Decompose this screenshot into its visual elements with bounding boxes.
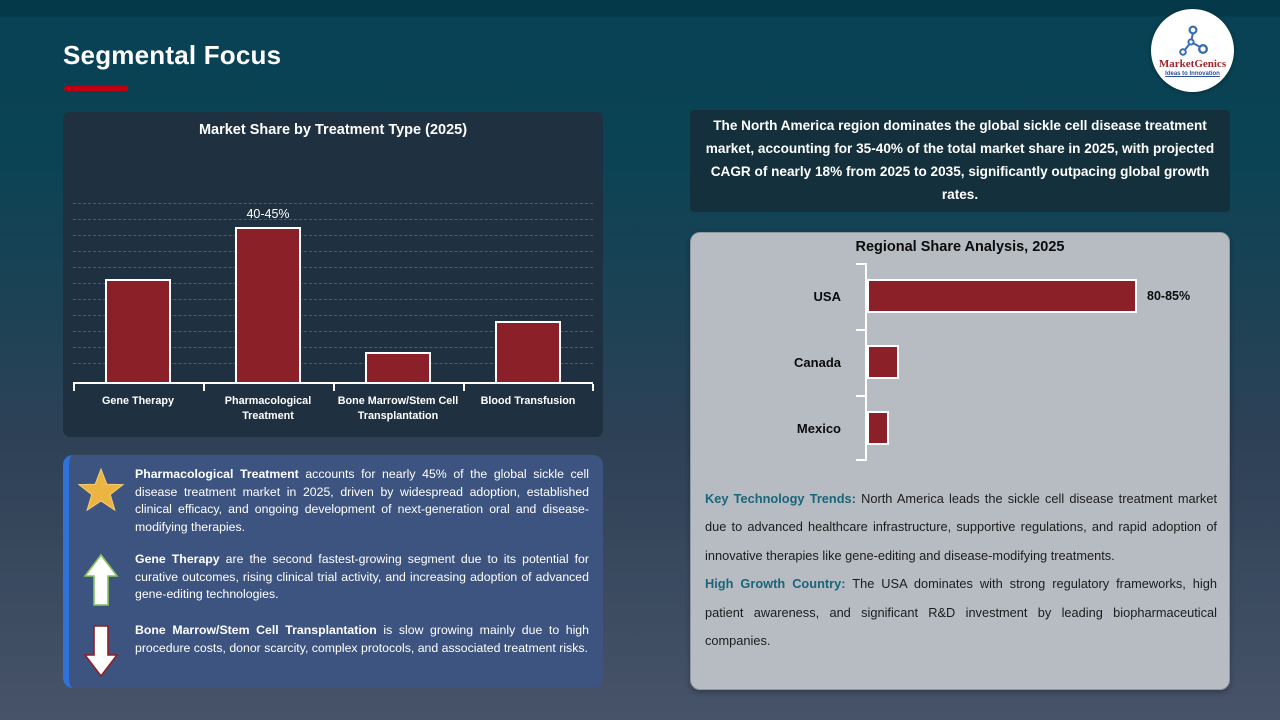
axis-tick xyxy=(856,395,865,397)
bar-slot-gene-therapy xyxy=(73,112,203,383)
gridline xyxy=(73,283,593,284)
gridline xyxy=(73,299,593,300)
bar-slot-bone-marrow-stem-cell-transplantation xyxy=(333,112,463,383)
treatment-chart-panel: Market Share by Treatment Type (2025) 40… xyxy=(63,112,603,437)
bar-canada xyxy=(867,345,899,379)
star-icon xyxy=(77,466,125,536)
high-growth-country-lead: High Growth Country: xyxy=(705,576,846,592)
regional-chart-plot: USA 80-85% Canada Mexico xyxy=(691,263,1231,461)
axis-tick xyxy=(333,384,335,391)
category-label-blood-transfusion: Blood Transfusion xyxy=(480,395,576,407)
arrow-down-icon xyxy=(77,622,125,678)
axis-tick xyxy=(856,459,865,461)
data-label-pharmacological-treatment: 40-45% xyxy=(246,207,290,221)
treatment-chart-bars: 40-45% xyxy=(73,112,593,383)
region-label-mexico: Mexico xyxy=(796,420,841,436)
gridline xyxy=(73,203,593,204)
gridline xyxy=(73,219,593,220)
axis-tick xyxy=(856,263,865,265)
bar-bone-marrow-stem-cell-transplantation xyxy=(365,352,431,383)
insight-bone-marrow-text: Bone Marrow/Stem Cell Transplantation is… xyxy=(135,623,589,655)
gridline xyxy=(73,347,593,348)
treatment-chart-plot: 40-45% xyxy=(73,112,594,391)
gridline xyxy=(73,235,593,236)
insight-bone-marrow: Bone Marrow/Stem Cell Transplantation is… xyxy=(77,622,589,678)
region-label-usa: USA xyxy=(813,288,841,304)
insight-pharmacological-text: Pharmacological Treatment accounts for n… xyxy=(135,467,589,534)
key-technology-trends-paragraph: Key Technology Trends: North America lea… xyxy=(705,485,1217,570)
insight-pharmacological: Pharmacological Treatment accounts for n… xyxy=(77,466,589,536)
page-title: Segmental Focus xyxy=(63,40,282,70)
insight-gene-therapy-text: Gene Therapy are the second fastest-grow… xyxy=(135,552,589,602)
region-label-canada: Canada xyxy=(794,354,841,370)
bar-mexico xyxy=(867,411,889,445)
regional-panel: Regional Share Analysis, 2025 USA 80-85% C… xyxy=(690,232,1230,690)
brand-logo: MarketGenics Ideas to Innovation xyxy=(1151,9,1234,92)
treatment-chart-category-labels: Gene Therapy Pharmacological Treatment Bon… xyxy=(73,394,593,423)
headline-text: The North America region dominates the g… xyxy=(705,118,1215,202)
treatment-chart-title: Market Share by Treatment Type (2025) xyxy=(198,122,468,138)
high-growth-country-text: The USA dominates with strong regulatory… xyxy=(705,576,1217,649)
regional-row-usa: USA 80-85% xyxy=(691,263,1231,329)
gridline xyxy=(73,267,593,268)
bar-blood-transfusion xyxy=(495,321,561,383)
axis-tick xyxy=(856,329,865,331)
logo-tagline-text: Ideas to Innovation xyxy=(1165,70,1220,77)
axis-tick xyxy=(203,384,205,391)
bar-pharmacological-treatment xyxy=(235,227,301,383)
headline-box: The North America region dominates the g… xyxy=(690,110,1230,212)
category-label-bone-marrow-stem-cell-transplantation: Bone Marrow/Stem Cell Transplantation xyxy=(337,395,459,422)
regional-chart-title: Regional Share Analysis, 2025 xyxy=(855,239,1065,255)
regional-notes: Key Technology Trends: North America lea… xyxy=(705,485,1217,655)
gridline xyxy=(73,251,593,252)
axis-tick xyxy=(73,384,75,391)
data-label-usa: 80-85% xyxy=(1147,289,1191,303)
insights-panel: Pharmacological Treatment accounts for n… xyxy=(63,455,603,688)
category-label-gene-therapy: Gene Therapy xyxy=(101,395,174,407)
regional-row-canada: Canada xyxy=(691,329,1231,395)
regional-row-mexico: Mexico xyxy=(691,395,1231,461)
title-underline-accent xyxy=(64,86,128,91)
axis-tick xyxy=(592,384,594,391)
bar-gene-therapy xyxy=(105,279,171,383)
treatment-chart-x-axis xyxy=(73,382,593,384)
logo-brand-text: MarketGenics xyxy=(1158,57,1227,70)
regional-chart-y-axis xyxy=(865,263,867,461)
gridline xyxy=(73,315,593,316)
bar-slot-pharmacological-treatment: 40-45% xyxy=(203,112,333,383)
bar-slot-blood-transfusion xyxy=(463,112,593,383)
key-technology-trends-text: North America leads the sickle cell dise… xyxy=(705,491,1217,563)
gridline xyxy=(73,363,593,364)
bar-usa xyxy=(867,279,1137,313)
arrow-up-icon xyxy=(77,551,125,607)
category-label-pharmacological-treatment: Pharmacological Treatment xyxy=(224,395,312,422)
high-growth-country-paragraph: High Growth Country: The USA dominates w… xyxy=(705,570,1217,655)
molecule-icon xyxy=(1178,24,1208,56)
axis-tick xyxy=(463,384,465,391)
gridline xyxy=(73,331,593,332)
insight-gene-therapy: Gene Therapy are the second fastest-grow… xyxy=(77,551,589,607)
key-technology-trends-lead: Key Technology Trends: xyxy=(705,491,856,506)
